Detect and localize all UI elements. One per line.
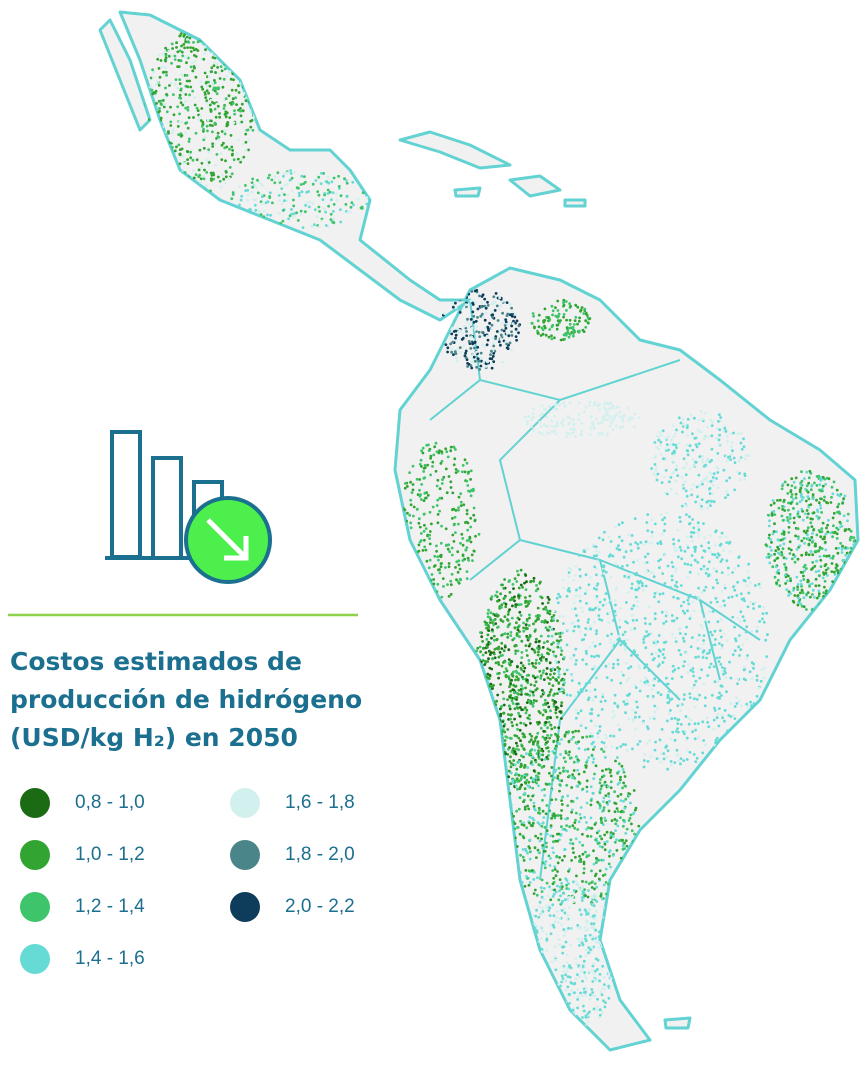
legend-swatch bbox=[230, 788, 260, 818]
puerto-rico bbox=[563, 198, 587, 208]
map bbox=[98, 10, 860, 1052]
legend-label: 1,8 - 2,0 bbox=[285, 844, 355, 865]
legend-swatch bbox=[20, 840, 50, 870]
title-line: producción de hidrógeno bbox=[10, 685, 362, 714]
legend-label: 1,4 - 1,6 bbox=[75, 948, 145, 969]
legend-swatch bbox=[20, 788, 50, 818]
cuba bbox=[398, 130, 512, 170]
legend-label: 1,0 - 1,2 bbox=[75, 844, 145, 865]
south-america bbox=[393, 266, 860, 1052]
legend-swatch bbox=[230, 840, 260, 870]
legend-label: 1,2 - 1,4 bbox=[75, 896, 145, 917]
legend-swatch bbox=[20, 892, 50, 922]
malvinas bbox=[663, 1016, 692, 1030]
hispaniola bbox=[508, 174, 562, 198]
legend-title: Costos estimados de producción de hidróge… bbox=[10, 647, 362, 752]
jamaica bbox=[453, 186, 482, 198]
legend: 0,8 - 1,0 1,0 - 1,2 1,2 - 1,4 1,4 - 1,6 1,6 … bbox=[20, 788, 355, 974]
chart-icon bbox=[105, 430, 272, 584]
legend-label: 0,8 - 1,0 bbox=[75, 792, 145, 813]
title-line: Costos estimados de bbox=[10, 647, 302, 676]
legend-swatch bbox=[20, 944, 50, 974]
title-line: (USD/kg H₂) en 2050 bbox=[10, 723, 298, 752]
legend-label: 1,6 - 1,8 bbox=[285, 792, 355, 813]
baja-california bbox=[98, 18, 152, 132]
legend-label: 2,0 - 2,2 bbox=[285, 896, 355, 917]
mexico-central-america bbox=[118, 10, 472, 322]
legend-swatch bbox=[230, 892, 260, 922]
